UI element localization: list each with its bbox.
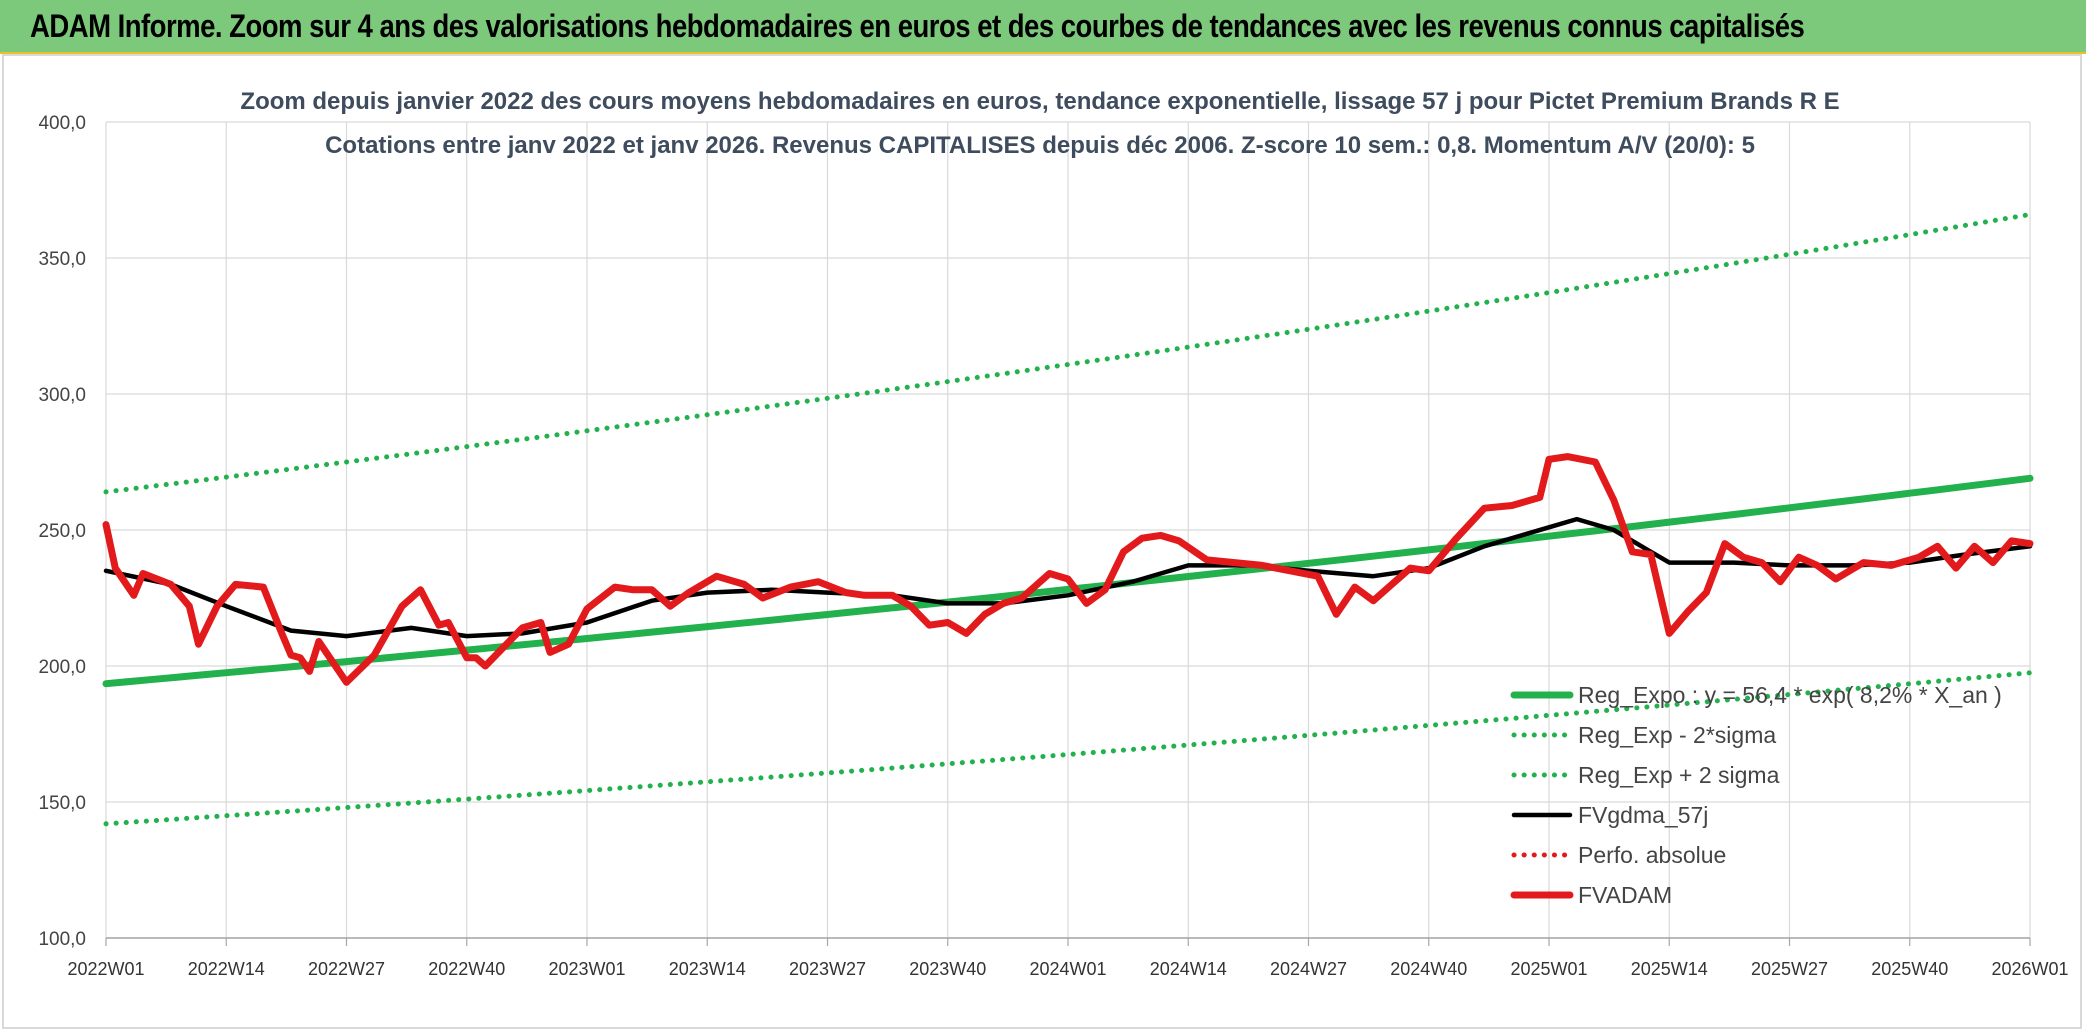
x-tick-label: 2025W01 [1510, 959, 1587, 979]
legend-label: FVgdma_57j [1578, 802, 1708, 828]
plot-area [102, 212, 2034, 827]
chart-title-line-2: Cotations entre janv 2022 et janv 2026. … [325, 132, 1755, 159]
series-line-reg-exp-2-sigma [103, 212, 2033, 495]
series-line-reg-expo-y-56-4-exp-8-2-x-an [102, 474, 2034, 688]
y-tick-label: 300,0 [38, 385, 86, 406]
y-tick-label: 150,0 [38, 793, 86, 814]
legend-label: FVADAM [1578, 882, 1672, 908]
report-banner-title: ADAM Informe. Zoom sur 4 ans des valoris… [30, 8, 1805, 44]
x-tick-label: 2025W27 [1751, 959, 1828, 979]
x-tick-label: 2025W14 [1631, 959, 1708, 979]
chart-grid [105, 121, 2031, 946]
x-tick-label: 2025W40 [1871, 959, 1948, 979]
legend-label: Perfo. absolue [1578, 842, 1726, 868]
report-banner: ADAM Informe. Zoom sur 4 ans des valoris… [0, 0, 2086, 54]
y-tick-label: 350,0 [38, 249, 86, 270]
chart-title-line-1: Zoom depuis janvier 2022 des cours moyen… [240, 88, 1839, 115]
legend-label: Reg_Exp - 2*sigma [1578, 722, 1776, 748]
x-tick-label: 2022W01 [67, 959, 144, 979]
series-line-fvadam [102, 453, 2034, 686]
x-tick-label: 2022W40 [428, 959, 505, 979]
legend-label: Reg_Expo : y = 56,4 * exp( 8,2% * X_an ) [1578, 682, 2002, 708]
x-tick-label: 2022W14 [188, 959, 265, 979]
y-tick-label: 100,0 [38, 929, 86, 950]
x-tick-label: 2023W27 [789, 959, 866, 979]
x-tick-label: 2024W27 [1270, 959, 1347, 979]
y-tick-label: 250,0 [38, 521, 86, 542]
series-line-reg-exp-2-sigma [103, 670, 2033, 827]
x-tick-label: 2023W40 [909, 959, 986, 979]
x-axis-ticks: 2022W01 2022W14 2022W27 2022W40 2023W01 2023W… [67, 959, 2068, 979]
legend: Reg_Expo : y = 56,4 * exp( 8,2% * X_an )… [1510, 682, 2002, 908]
y-tick-label: 200,0 [38, 657, 86, 678]
legend-label: Reg_Exp + 2 sigma [1578, 762, 1780, 788]
x-tick-label: 2026W01 [1991, 959, 2068, 979]
y-tick-label: 400,0 [38, 113, 86, 134]
x-tick-label: 2024W01 [1029, 959, 1106, 979]
x-tick-label: 2022W27 [308, 959, 385, 979]
series-line-fvgdma-57j [103, 516, 2033, 639]
y-axis-ticks: 100,0 150,0 200,0 250,0 300,0 350,0 400,0 [38, 113, 86, 950]
x-tick-label: 2023W01 [548, 959, 625, 979]
x-tick-label: 2023W14 [669, 959, 746, 979]
x-tick-label: 2024W14 [1150, 959, 1227, 979]
x-tick-label: 2024W40 [1390, 959, 1467, 979]
chart-frame [2, 54, 2082, 1029]
